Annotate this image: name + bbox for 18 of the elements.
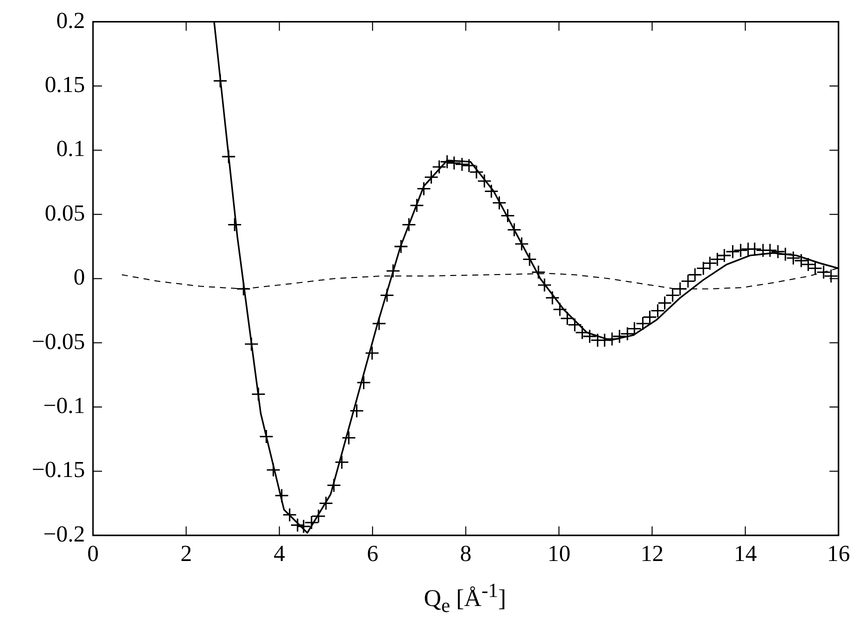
- y-tick-label: −0.1: [43, 393, 85, 418]
- y-tick-label: 0.1: [56, 136, 85, 162]
- y-tick-label: 0.2: [56, 8, 85, 33]
- y-tick-label: −0.05: [32, 328, 85, 354]
- x-axis-title: Q$_{e}$ [Å$^{-1}$]: [422, 580, 508, 618]
- x-tick-label: 12: [640, 541, 664, 566]
- x-tick-label: 10: [547, 541, 570, 566]
- x-tick-label: 6: [366, 541, 378, 566]
- x-tick-label: 16: [827, 541, 850, 566]
- y-tick-label: 0: [74, 264, 85, 290]
- y-tick-label: 0.05: [44, 200, 85, 226]
- x-tick-label: 4: [274, 541, 286, 566]
- y-tick-label: −0.15: [32, 457, 85, 482]
- x-tick-label: 2: [180, 541, 192, 566]
- y-tick-label: −0.2: [43, 521, 85, 546]
- y-tick-label: 0.15: [44, 72, 85, 98]
- x-tick-label: 14: [734, 541, 758, 566]
- x-tick-label: 8: [460, 541, 472, 566]
